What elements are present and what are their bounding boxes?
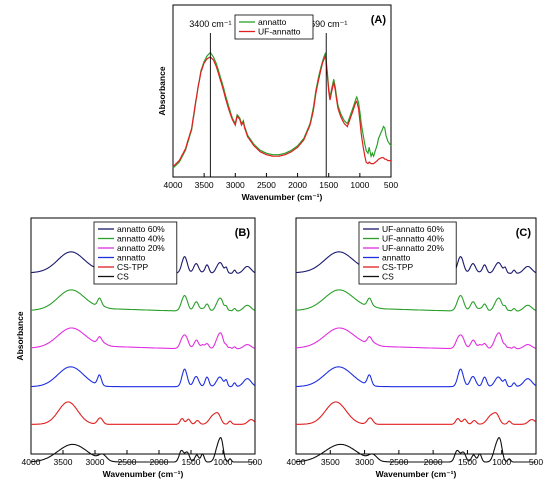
panel-b-series-line bbox=[31, 327, 255, 350]
panel-c-legend-box bbox=[358, 221, 457, 285]
panel-a-legend-box bbox=[234, 14, 314, 40]
panel-a-x-tick-label: 1000 bbox=[350, 180, 369, 190]
panel-b-legend-entry: annatto 60% bbox=[117, 224, 165, 234]
panel-c-x-tick-label: 1000 bbox=[492, 457, 511, 467]
panel-c-legend-entry: UF-annatto 40% bbox=[382, 234, 444, 244]
panel-a-x-tick-label: 2000 bbox=[288, 180, 307, 190]
panel-b-x-tick-label: 1000 bbox=[214, 457, 233, 467]
panel-a: 4000 3500 3000 2500 2000 1500 1000 500 Wavenumbe… bbox=[157, 4, 398, 202]
panel-c-series-line bbox=[296, 327, 536, 350]
panel-a-x-tick-label: 3500 bbox=[195, 180, 214, 190]
panel-b: 4000 3500 3000 2500 2000 1500 1000 500Wavenumbe… bbox=[15, 217, 262, 479]
panel-b-x-tick-label: 3000 bbox=[86, 457, 105, 467]
panel-a-x-tick-label: 3000 bbox=[226, 180, 245, 190]
panel-c-x-tick-label: 1500 bbox=[458, 457, 477, 467]
panel-b-legend-entry: CS bbox=[117, 272, 129, 282]
panel-b-series-line bbox=[31, 289, 255, 312]
panel-c-x-tick-label: 3500 bbox=[321, 457, 340, 467]
panel-a-panel-label: (A) bbox=[371, 14, 387, 26]
panel-c-legend-entry: annatto bbox=[382, 253, 411, 263]
panel-b-series-line bbox=[30, 436, 255, 463]
panel-a-series-line bbox=[172, 51, 392, 169]
panel-b-legend-entry: CS-TPP bbox=[117, 262, 149, 272]
panel-c-series-line bbox=[296, 366, 536, 388]
panel-b-legend-box bbox=[93, 221, 178, 285]
panel-a-annotation-label: 1690 cm⁻¹ bbox=[305, 19, 347, 29]
panel-b-x-tick-label: 500 bbox=[248, 457, 262, 467]
panel-b-legend-entry: annatto 20% bbox=[117, 243, 165, 253]
panel-c-legend-entry: UF-annatto 20% bbox=[382, 243, 444, 253]
panel-a-x-tick-label: 4000 bbox=[164, 180, 183, 190]
panel-c-x-tick-label: 3000 bbox=[355, 457, 374, 467]
panel-a-x-tick-label: 1500 bbox=[319, 180, 338, 190]
panel-c-plot-frame bbox=[295, 217, 537, 455]
panel-c: 4000 3500 3000 2500 2000 1500 1000 500Wavenumbe… bbox=[287, 217, 543, 479]
panel-b-y-axis-label: Absorbance bbox=[15, 311, 25, 360]
panel-c-legend-entry: UF-annatto 60% bbox=[382, 224, 444, 234]
panel-c-x-axis-label: Wavenumber (cm⁻¹) bbox=[376, 469, 457, 479]
panel-c-legend-entry: CS bbox=[382, 272, 394, 282]
panel-b-legend-entry: annatto bbox=[117, 253, 146, 263]
panel-a-legend-entry: annatto bbox=[258, 17, 287, 27]
panel-b-series-line bbox=[31, 401, 256, 425]
panel-b-plot-frame bbox=[30, 217, 256, 455]
panel-a-plot-frame bbox=[172, 4, 392, 178]
panel-c-x-tick-label: 500 bbox=[529, 457, 543, 467]
panel-c-series-line bbox=[296, 401, 537, 425]
panel-b-legend-entry: annatto 40% bbox=[117, 234, 165, 244]
panel-a-legend-entry: UF-annatto bbox=[258, 27, 301, 37]
panel-c-panel-label: (C) bbox=[516, 227, 532, 239]
panel-a-x-tick-label: 2500 bbox=[257, 180, 276, 190]
panel-b-x-tick-label: 3500 bbox=[54, 457, 73, 467]
panel-c-series-line bbox=[295, 436, 536, 463]
panel-c-legend-entry: CS-TPP bbox=[382, 262, 414, 272]
panel-c-series-line bbox=[296, 289, 536, 312]
panel-a-series-line bbox=[172, 55, 391, 168]
panel-b-x-axis-label: Wavenumber (cm⁻¹) bbox=[103, 469, 184, 479]
panel-a-y-axis-label: Absorbance bbox=[157, 66, 167, 115]
panel-b-series-line bbox=[31, 366, 255, 388]
panel-b-x-tick-label: 1500 bbox=[182, 457, 201, 467]
panel-a-x-axis-label: Wavenumber (cm⁻¹) bbox=[242, 192, 323, 202]
panel-a-x-tick-label: 500 bbox=[384, 180, 398, 190]
panel-a-annotation-label: 3400 cm⁻¹ bbox=[189, 19, 231, 29]
panel-b-panel-label: (B) bbox=[235, 227, 251, 239]
